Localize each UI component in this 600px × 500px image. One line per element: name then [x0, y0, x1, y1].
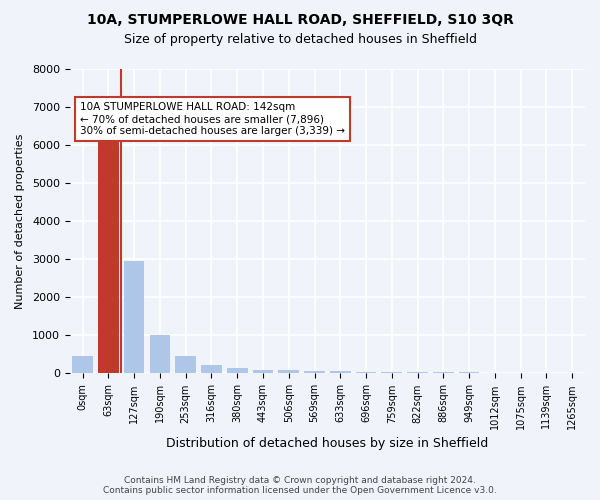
Bar: [304, 371, 325, 374]
Text: Size of property relative to detached houses in Sheffield: Size of property relative to detached ho…: [124, 32, 476, 46]
Text: 10A, STUMPERLOWE HALL ROAD, SHEFFIELD, S10 3QR: 10A, STUMPERLOWE HALL ROAD, SHEFFIELD, S…: [86, 12, 514, 26]
Bar: [201, 364, 222, 374]
Bar: [73, 356, 93, 374]
Bar: [485, 372, 505, 374]
Y-axis label: Number of detached properties: Number of detached properties: [15, 134, 25, 309]
Bar: [98, 132, 119, 374]
Bar: [149, 336, 170, 374]
Bar: [227, 368, 248, 374]
Bar: [175, 356, 196, 374]
Bar: [382, 372, 402, 374]
Bar: [356, 372, 376, 374]
Bar: [433, 372, 454, 374]
Bar: [330, 371, 350, 374]
Bar: [407, 372, 428, 374]
Text: Contains HM Land Registry data © Crown copyright and database right 2024.
Contai: Contains HM Land Registry data © Crown c…: [103, 476, 497, 495]
Bar: [459, 372, 479, 374]
Bar: [510, 373, 531, 374]
Bar: [278, 370, 299, 374]
X-axis label: Distribution of detached houses by size in Sheffield: Distribution of detached houses by size …: [166, 437, 488, 450]
Text: 10A STUMPERLOWE HALL ROAD: 142sqm
← 70% of detached houses are smaller (7,896)
3: 10A STUMPERLOWE HALL ROAD: 142sqm ← 70% …: [80, 102, 345, 136]
Bar: [253, 370, 273, 374]
Bar: [124, 261, 145, 374]
